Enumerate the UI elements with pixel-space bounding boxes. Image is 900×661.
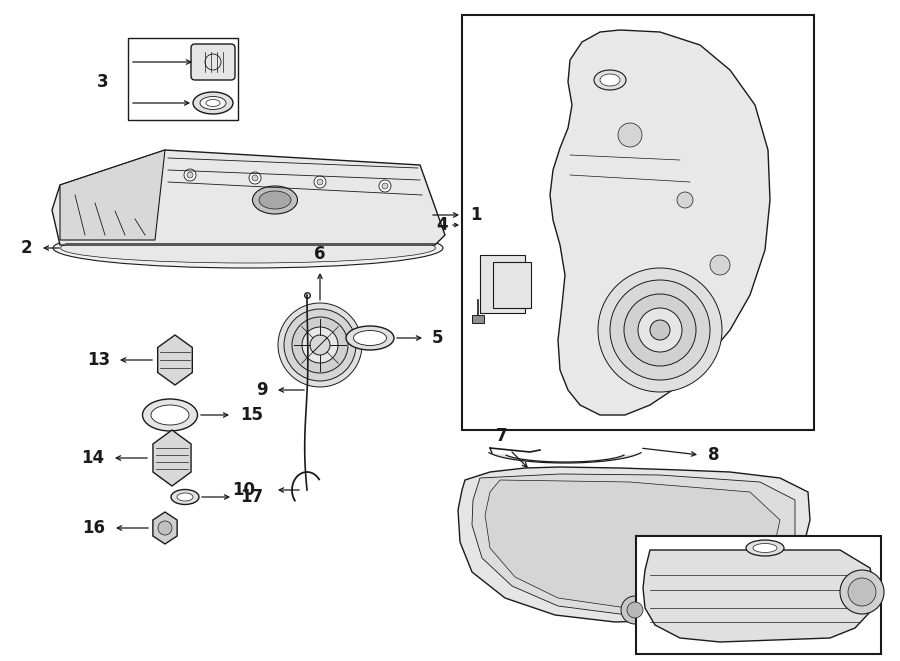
Bar [636, 536, 881, 654]
Circle shape [710, 255, 730, 275]
Circle shape [284, 309, 356, 381]
Circle shape [618, 123, 642, 147]
Circle shape [598, 268, 722, 392]
Text: 6: 6 [314, 245, 326, 263]
Ellipse shape [746, 540, 784, 556]
Bar [480, 255, 525, 313]
Polygon shape [458, 467, 810, 622]
Ellipse shape [177, 493, 193, 501]
Circle shape [650, 320, 670, 340]
Polygon shape [52, 150, 445, 245]
Text: 13: 13 [87, 351, 110, 369]
Bar [472, 315, 484, 323]
Text: 11: 11 [648, 627, 671, 645]
Circle shape [621, 596, 649, 624]
Circle shape [184, 169, 196, 181]
Polygon shape [158, 335, 193, 385]
Circle shape [187, 172, 193, 178]
Ellipse shape [200, 97, 226, 110]
Circle shape [677, 192, 693, 208]
Circle shape [840, 570, 884, 614]
Polygon shape [472, 474, 795, 614]
Polygon shape [643, 550, 875, 642]
Circle shape [638, 308, 682, 352]
Text: 16: 16 [82, 519, 105, 537]
Circle shape [252, 175, 258, 181]
Ellipse shape [354, 330, 386, 346]
Text: 1: 1 [470, 206, 482, 224]
Circle shape [302, 327, 338, 363]
Ellipse shape [259, 191, 291, 209]
Circle shape [158, 521, 172, 535]
Circle shape [310, 335, 330, 355]
Text: 2: 2 [21, 239, 32, 257]
Polygon shape [485, 480, 780, 607]
Text: 7: 7 [496, 427, 508, 445]
Text: 9: 9 [256, 381, 268, 399]
Ellipse shape [346, 326, 394, 350]
Circle shape [610, 280, 710, 380]
Text: 17: 17 [240, 488, 263, 506]
FancyBboxPatch shape [191, 44, 235, 80]
Ellipse shape [594, 70, 626, 90]
Circle shape [624, 294, 696, 366]
Circle shape [278, 303, 362, 387]
Text: 14: 14 [81, 449, 104, 467]
Circle shape [848, 578, 876, 606]
Bar [128, 38, 238, 120]
Text: 4: 4 [436, 216, 448, 234]
Circle shape [627, 602, 643, 618]
Ellipse shape [600, 74, 620, 86]
Ellipse shape [206, 100, 220, 106]
Ellipse shape [753, 543, 777, 553]
Ellipse shape [193, 92, 233, 114]
Polygon shape [153, 430, 191, 486]
Polygon shape [60, 150, 165, 240]
Polygon shape [550, 30, 770, 415]
Circle shape [382, 183, 388, 189]
Circle shape [292, 317, 348, 373]
Circle shape [249, 172, 261, 184]
Text: 8: 8 [708, 446, 719, 464]
Text: 15: 15 [240, 406, 263, 424]
Circle shape [317, 179, 323, 185]
Polygon shape [489, 453, 641, 463]
Ellipse shape [142, 399, 197, 431]
Text: 10: 10 [232, 481, 255, 499]
Text: 12: 12 [828, 539, 851, 557]
Text: 3: 3 [96, 73, 108, 91]
Circle shape [379, 180, 391, 192]
Ellipse shape [171, 490, 199, 504]
Ellipse shape [53, 228, 443, 268]
Circle shape [314, 176, 326, 188]
Ellipse shape [253, 186, 298, 214]
Ellipse shape [151, 405, 189, 425]
Bar [493, 262, 531, 308]
Bar [462, 15, 814, 430]
Polygon shape [153, 512, 177, 544]
Text: 5: 5 [432, 329, 444, 347]
Ellipse shape [60, 233, 436, 263]
